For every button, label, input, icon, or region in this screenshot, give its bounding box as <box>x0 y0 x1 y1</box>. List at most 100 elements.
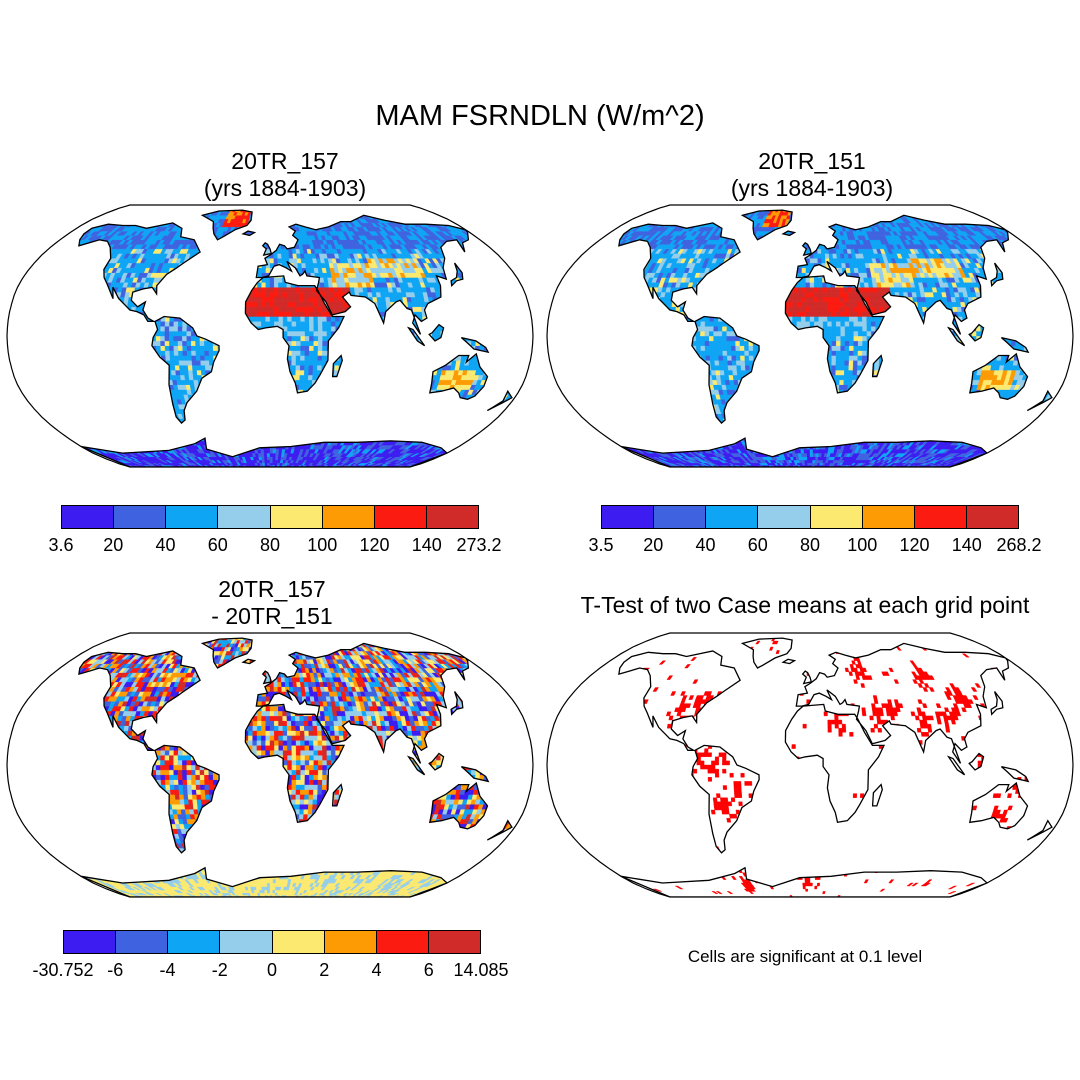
coastline <box>428 323 445 342</box>
colorbar-box-5 <box>862 506 915 528</box>
coastline <box>244 275 346 394</box>
map-border <box>546 204 1074 468</box>
colorbar-box-4 <box>272 931 325 953</box>
colorbar-box-0 <box>602 506 655 528</box>
coastline <box>968 323 985 342</box>
panel-title-case2-line2: (yrs 1884-1903) <box>612 175 1012 202</box>
colorbar-label: 60 <box>748 535 768 556</box>
colorbar-diff <box>63 930 481 954</box>
map-diff <box>6 632 534 898</box>
coastline <box>968 752 985 771</box>
ocean-background <box>547 633 1073 897</box>
coastline <box>990 262 1004 287</box>
coastline <box>946 755 966 776</box>
coastline <box>428 752 445 771</box>
map-border <box>6 632 534 898</box>
coastline <box>151 744 220 854</box>
coastline <box>78 222 201 323</box>
colorbar-label: 20 <box>643 535 663 556</box>
coastline <box>78 650 201 751</box>
colorbar-labels-diff: -30.752 -6 -4 -2 0 2 4 6 14.085 <box>32 960 508 982</box>
colorbar-box-7 <box>966 506 1018 528</box>
coastline <box>801 241 813 256</box>
panel-title-case2-line1: 20TR_151 <box>612 148 1012 175</box>
colorbar-label: 80 <box>800 535 820 556</box>
colorbar-label: 120 <box>899 535 929 556</box>
coastline <box>691 744 760 854</box>
coastline <box>200 209 253 241</box>
coastline <box>740 637 793 669</box>
colorbar-box-5 <box>324 931 377 953</box>
colorbar-label: -4 <box>159 960 175 981</box>
coastline <box>618 650 741 751</box>
coastline <box>781 230 797 237</box>
coastline <box>1026 819 1053 841</box>
coastline <box>450 691 464 716</box>
colorbar-label: 40 <box>695 535 715 556</box>
coastline <box>968 352 1029 400</box>
coastline <box>255 642 470 764</box>
coastline <box>691 315 760 425</box>
coastline <box>781 658 797 665</box>
coastline <box>450 262 464 287</box>
coastline <box>406 755 426 776</box>
colorbar-box-6 <box>914 506 967 528</box>
colorbar-labels-case1: 3.6 20 40 60 80 100 120 140 273.2 <box>48 535 501 557</box>
coastline <box>244 703 346 824</box>
colorbar-box-3 <box>758 506 811 528</box>
colorbar-label: 100 <box>847 535 877 556</box>
coastline <box>784 275 886 394</box>
colorbar-label: 6 <box>424 960 434 981</box>
panel-title-case1: 20TR_157 (yrs 1884-1903) <box>85 148 485 202</box>
coastline <box>990 691 1004 716</box>
coastline <box>968 781 1029 830</box>
colorbar-box-3 <box>220 931 273 953</box>
panel-title-diff-line2: - 20TR_151 <box>72 603 472 630</box>
coastline <box>784 703 886 824</box>
colorbar-label: 140 <box>952 535 982 556</box>
coastline <box>795 642 1010 764</box>
colorbar-box-2 <box>168 931 221 953</box>
coastline <box>1000 336 1030 354</box>
map-case2 <box>546 204 1074 468</box>
colorbar-box-1 <box>114 506 167 528</box>
coastline <box>460 336 490 354</box>
colorbar-case1 <box>61 505 479 529</box>
coastline <box>151 315 220 425</box>
colorbar-label: 3.6 <box>48 535 73 556</box>
coastline <box>428 352 489 400</box>
coastline <box>740 209 793 241</box>
coastline <box>486 819 513 841</box>
coastline <box>406 326 426 347</box>
colorbar-label: 268.2 <box>996 535 1041 556</box>
colorbar-box-3 <box>218 506 271 528</box>
colorbar-label: 60 <box>208 535 228 556</box>
coastline <box>795 214 1010 335</box>
coastline <box>428 781 489 830</box>
map-border <box>546 632 1074 898</box>
coastline <box>331 783 343 807</box>
colorbar-label: -2 <box>212 960 228 981</box>
colorbar-label: 100 <box>307 535 337 556</box>
panel-title-case1-line1: 20TR_157 <box>85 148 485 175</box>
coastline <box>946 326 966 347</box>
colorbar-box-2 <box>706 506 759 528</box>
colorbar-label: 80 <box>260 535 280 556</box>
colorbar-label: 120 <box>359 535 389 556</box>
coastline <box>200 637 253 669</box>
colorbar-label: 273.2 <box>456 535 501 556</box>
significance-note: Cells are significant at 0.1 level <box>545 947 1065 967</box>
colorbar-labels-case2: 3.5 20 40 60 80 100 120 140 268.2 <box>588 535 1041 557</box>
colorbar-box-1 <box>654 506 707 528</box>
coastline <box>241 658 257 665</box>
colorbar-case2 <box>601 505 1019 529</box>
colorbar-label: 40 <box>155 535 175 556</box>
colorbar-label: 2 <box>319 960 329 981</box>
colorbar-box-7 <box>426 506 478 528</box>
colorbar-box-0 <box>62 506 115 528</box>
panel-title-ttest: T-Test of two Case means at each grid po… <box>545 592 1065 619</box>
colorbar-label: 140 <box>412 535 442 556</box>
coastline <box>1026 389 1053 412</box>
panel-title-case1-line2: (yrs 1884-1903) <box>85 175 485 202</box>
colorbar-label: 4 <box>371 960 381 981</box>
